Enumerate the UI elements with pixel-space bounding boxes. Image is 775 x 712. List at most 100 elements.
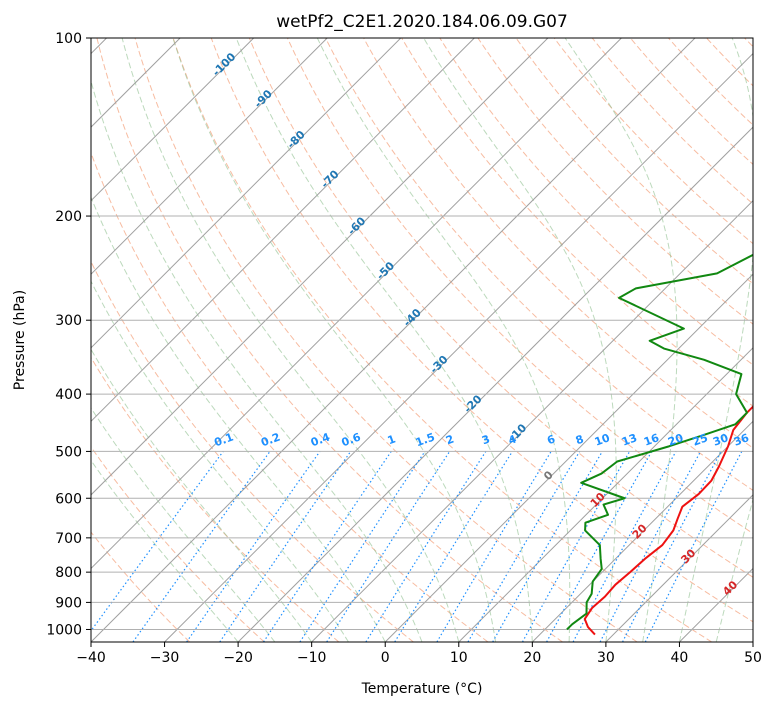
- mixing-ratio-label: 2: [444, 433, 456, 448]
- dry-adiabat: [210, 38, 753, 623]
- dry-adiabat: [325, 38, 753, 491]
- profile-lines: [566, 253, 753, 636]
- mixing-ratio-label: 8: [574, 433, 586, 448]
- dry-adiabat: [515, 38, 753, 285]
- x-tick-label: −20: [223, 650, 253, 666]
- mixing-ratio-label: 25: [691, 431, 710, 448]
- moist-adiabat: [91, 79, 423, 642]
- x-tick-label: 0: [381, 650, 390, 666]
- mixing-ratio-label: 0.4: [309, 430, 332, 449]
- mixing-ratio-label: 6: [545, 432, 557, 447]
- dry-adiabat: [401, 38, 753, 407]
- mixing-ratio-line: [326, 451, 451, 642]
- plot-frame: [90, 37, 754, 643]
- mixing-ratio-line: [132, 451, 271, 642]
- y-tick-label: 600: [55, 491, 82, 507]
- dry-adiabat: [629, 38, 753, 166]
- mixing-ratio-line: [436, 451, 552, 642]
- mixing-ratio-line: [572, 451, 677, 642]
- mixing-ratio-label: 30: [711, 431, 730, 449]
- plot-border: [90, 37, 754, 643]
- isotherm: [605, 494, 753, 642]
- mixing-ratio-label: 4: [507, 432, 519, 447]
- moist-adiabat: [121, 38, 460, 642]
- mixing-ratio-line: [546, 451, 653, 642]
- mixing-ratio-label: 36: [732, 431, 751, 449]
- mixing-ratio-line: [365, 451, 487, 642]
- mixing-ratio-label: 0.2: [259, 430, 282, 449]
- dry-adiabat: [91, 531, 191, 642]
- dry-adiabat: [591, 38, 753, 205]
- y-axis-label: Pressure (hPa): [12, 290, 28, 390]
- isotherm: [531, 420, 753, 642]
- mixing-ratio-line: [91, 451, 224, 632]
- isotherm: [91, 38, 255, 202]
- y-tick-label: 700: [55, 531, 82, 547]
- moist-adiabat: [678, 38, 753, 642]
- dry-adiabat: [553, 38, 753, 245]
- mixing-ratio-line: [219, 451, 352, 642]
- isotherm: [91, 38, 402, 349]
- isotherm: [458, 347, 753, 642]
- mixing-ratio-line: [467, 451, 581, 642]
- mixing-ratio-label: 16: [642, 431, 661, 449]
- x-tick-label: 40: [671, 650, 689, 666]
- isotherm: [752, 641, 753, 642]
- y-tick-label: 300: [55, 313, 82, 329]
- moist-adiabat: [316, 38, 571, 642]
- isotherm: [91, 38, 549, 496]
- mixing-ratio-label: 0.1: [212, 430, 235, 449]
- isotherm: [91, 38, 696, 642]
- moist-adiabat: [91, 196, 386, 642]
- moist-adiabat: [91, 348, 313, 642]
- dry-adiabat: [96, 38, 563, 642]
- dry-adiabat: [439, 38, 753, 366]
- dewpoint-line: [566, 253, 753, 631]
- isotherm: [91, 38, 622, 570]
- y-tick-label: 500: [55, 444, 82, 460]
- moist-adiabat: [423, 38, 617, 642]
- x-tick-label: 30: [597, 650, 615, 666]
- x-tick-label: 10: [450, 650, 468, 666]
- isotherm: [91, 38, 475, 423]
- dry-adiabat: [91, 260, 414, 642]
- y-tick-label: 400: [55, 387, 82, 403]
- dry-adiabat: [91, 151, 489, 642]
- dry-adiabat: [248, 38, 753, 578]
- y-tick-label: 200: [55, 209, 82, 225]
- dry-adiabat: [477, 38, 753, 325]
- chart-title: wetPf2_C2E1.2020.184.06.09.G07: [276, 12, 568, 32]
- x-tick-label: 50: [744, 650, 762, 666]
- mixing-ratio-label: 0.6: [340, 430, 363, 449]
- moist-adiabat: [91, 459, 239, 642]
- mixing-ratio-label: 20: [666, 431, 685, 449]
- x-tick-label: −40: [76, 650, 106, 666]
- isotherm: [164, 52, 753, 642]
- isotherm: [311, 199, 753, 642]
- x-axis-label: Temperature (°C): [361, 681, 483, 697]
- isotherm: [237, 126, 753, 642]
- pressure-grid: [91, 38, 753, 630]
- y-tick-label: 100: [55, 31, 82, 47]
- mixing-ratio-label: 1.5: [414, 430, 437, 449]
- mixing-ratio-label: 1: [386, 433, 398, 448]
- isotherm: [384, 273, 753, 642]
- isotherm: [91, 38, 328, 275]
- x-tick-label: 20: [523, 650, 541, 666]
- y-tick-label: 1000: [46, 622, 82, 638]
- moist-adiabat: [172, 38, 497, 642]
- mixing-ratio-label: 13: [620, 431, 639, 448]
- dry-adiabat: [134, 38, 638, 642]
- temperature-line: [583, 405, 753, 636]
- x-tick-label: −10: [297, 650, 327, 666]
- y-tick-label: 800: [55, 565, 82, 581]
- mixing-ratio-label: 10: [593, 431, 612, 449]
- mixing-ratio-line: [521, 451, 631, 642]
- x-tick-label: −30: [150, 650, 180, 666]
- y-tick-label: 900: [55, 595, 82, 611]
- axes: −40 −30 −20 −10 0 10 20 30 40 5010020030040050060…: [46, 31, 762, 666]
- mixing-ratio-line: [492, 451, 603, 642]
- mixing-ratio-line: [394, 451, 513, 642]
